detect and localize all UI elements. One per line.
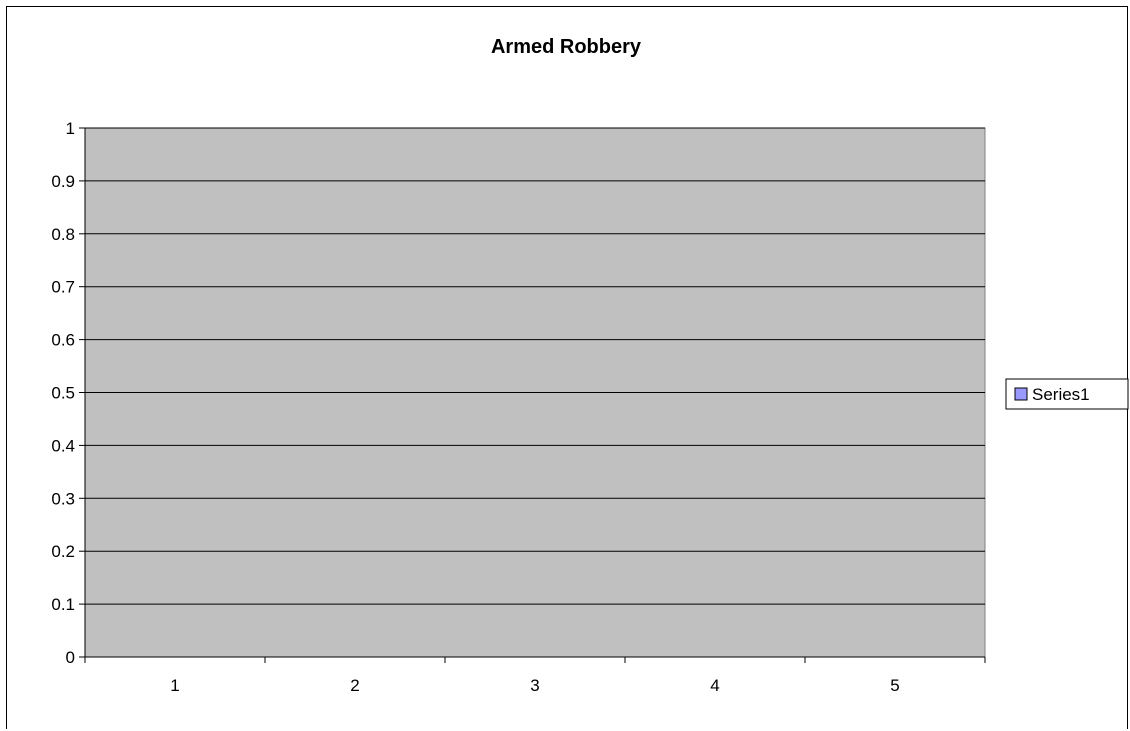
y-tick-label: 0.1	[51, 595, 75, 614]
x-tick-label: 3	[530, 676, 539, 695]
y-tick-label: 0.2	[51, 542, 75, 561]
x-tick-label: 5	[890, 676, 899, 695]
y-tick-label: 0.9	[51, 172, 75, 191]
x-axis: 1 2 3 4 5	[84, 656, 986, 695]
gridlines	[85, 127, 985, 605]
legend: Series1	[1005, 378, 1129, 410]
y-tick-label: 0.5	[51, 384, 75, 403]
y-tick-label: 0.7	[51, 278, 75, 297]
y-axis: 0 0.1 0.2 0.3 0.4 0.5 0.6 0.7 0.8 0.9 1	[51, 119, 86, 667]
x-tick-label: 4	[710, 676, 719, 695]
chart-title: Armed Robbery	[491, 36, 642, 58]
y-tick-label: 0	[66, 648, 75, 667]
x-tick-label: 1	[170, 676, 179, 695]
legend-swatch-series1	[1014, 387, 1028, 401]
y-tick-label: 0.4	[51, 436, 75, 455]
y-tick-label: 0.6	[51, 331, 75, 350]
y-tick-label: 0.8	[51, 225, 75, 244]
legend-label-series1: Series1	[1032, 385, 1090, 404]
y-tick-label: 1	[66, 119, 75, 138]
y-tick-label: 0.3	[51, 489, 75, 508]
x-tick-label: 2	[350, 676, 359, 695]
